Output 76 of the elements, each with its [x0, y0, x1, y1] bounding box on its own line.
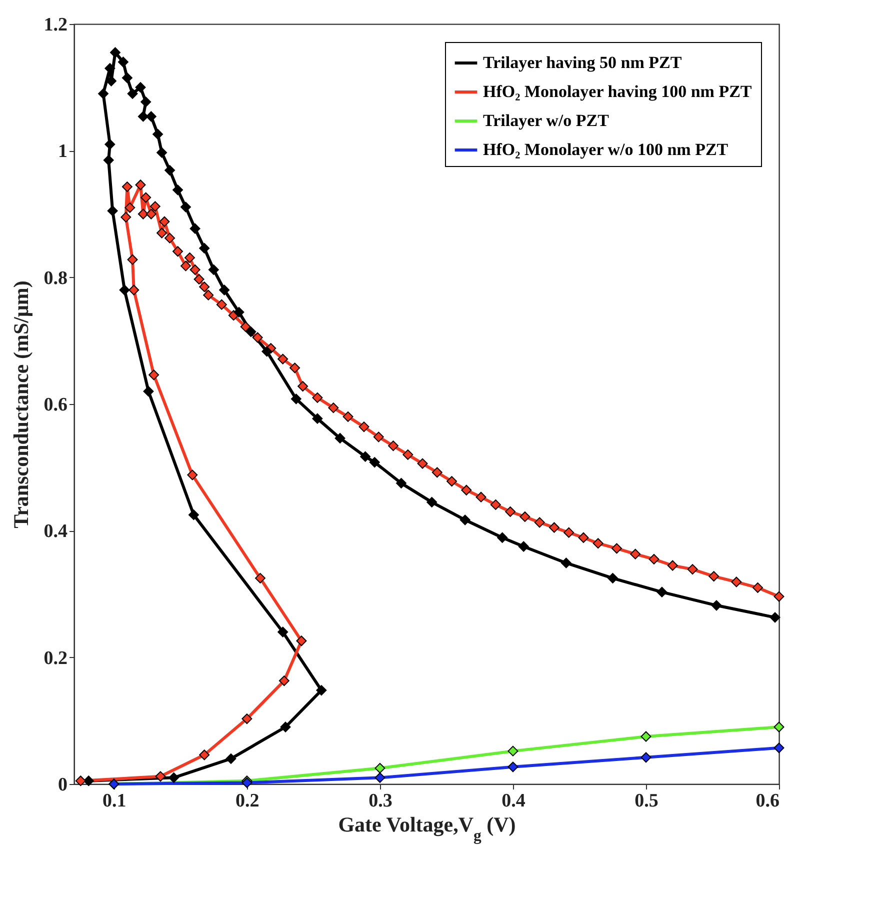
point — [460, 514, 470, 526]
point — [711, 600, 722, 611]
point — [152, 128, 164, 140]
y-tick-label: 1.2 — [44, 14, 68, 36]
point — [104, 139, 116, 150]
legend-label: Trilayer w/o PZT — [483, 111, 610, 130]
point — [127, 88, 138, 99]
point — [164, 165, 176, 176]
point — [560, 558, 572, 568]
x-tick-label: 0.6 — [756, 790, 780, 812]
point — [774, 742, 784, 754]
point — [172, 184, 183, 196]
y-tick-label: 0 — [58, 774, 68, 796]
y-tick-label: 1 — [58, 141, 68, 162]
point — [374, 762, 386, 774]
point — [110, 47, 120, 58]
point — [334, 432, 346, 444]
point — [518, 541, 529, 552]
point — [262, 346, 272, 357]
x-tick-label: 0.5 — [634, 790, 658, 812]
legend-label: Trilayer having 50 nm PZT — [483, 53, 682, 72]
legend-label: HfO₂ Monolayer having 100 nm PZT — [483, 82, 752, 101]
point — [83, 776, 94, 786]
y-tick-label: 0.6 — [44, 394, 68, 416]
point — [208, 264, 219, 275]
point — [508, 762, 518, 772]
point — [312, 413, 323, 424]
point — [508, 746, 518, 756]
point — [138, 111, 148, 122]
point — [396, 478, 406, 488]
legend-label: HfO₂ Monolayer w/o 100 nm PZT — [483, 140, 729, 159]
x-tick-label: 0.2 — [236, 790, 260, 812]
point — [770, 612, 780, 623]
point — [360, 451, 371, 462]
point — [118, 56, 128, 68]
point — [199, 242, 210, 254]
point — [640, 731, 652, 742]
point — [146, 111, 156, 122]
point — [106, 76, 116, 86]
y-axis-title: Transconductance (mS/μm) — [8, 280, 33, 528]
y-tick-label: 0.8 — [44, 268, 68, 289]
y-tick-label: 0.4 — [44, 521, 68, 542]
point — [190, 223, 200, 234]
point — [640, 752, 652, 763]
y-tick-label: 0.2 — [44, 648, 68, 669]
point — [180, 202, 191, 212]
point — [497, 532, 508, 543]
point — [246, 326, 256, 338]
point — [426, 496, 438, 508]
point — [188, 510, 199, 520]
x-tick-label: 0.1 — [102, 790, 126, 812]
point — [774, 722, 784, 732]
point — [656, 586, 668, 598]
point — [607, 572, 618, 584]
point — [168, 772, 180, 783]
point — [219, 284, 230, 296]
point — [156, 147, 168, 158]
x-tick-label: 0.4 — [502, 790, 526, 812]
point — [143, 386, 154, 397]
point — [280, 722, 291, 732]
point — [119, 284, 130, 296]
x-tick-label: 0.3 — [368, 790, 392, 812]
point — [122, 72, 132, 84]
point — [290, 394, 302, 404]
point — [135, 82, 146, 93]
point — [140, 96, 152, 108]
point — [234, 306, 244, 318]
point — [103, 154, 114, 166]
point — [374, 772, 386, 783]
point — [226, 753, 236, 764]
point — [316, 685, 327, 696]
point — [107, 206, 118, 216]
x-axis-title: Gate Voltage,V$_{g}$ (V) — [338, 812, 516, 844]
point — [278, 626, 288, 638]
point — [369, 457, 380, 468]
point — [98, 88, 109, 99]
